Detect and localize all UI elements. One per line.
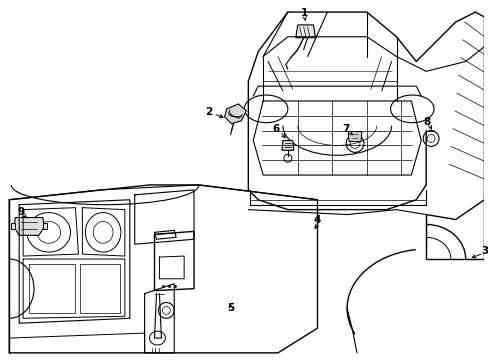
Polygon shape bbox=[11, 224, 15, 229]
Text: 7: 7 bbox=[342, 123, 349, 134]
Polygon shape bbox=[224, 104, 246, 124]
Polygon shape bbox=[14, 217, 44, 235]
Text: 2: 2 bbox=[205, 107, 212, 117]
Polygon shape bbox=[295, 25, 315, 38]
Text: 8: 8 bbox=[423, 117, 430, 127]
Text: 6: 6 bbox=[272, 123, 279, 134]
Text: 9: 9 bbox=[18, 207, 25, 217]
Polygon shape bbox=[43, 224, 47, 229]
Polygon shape bbox=[347, 132, 361, 141]
Text: 1: 1 bbox=[301, 8, 307, 18]
Polygon shape bbox=[282, 140, 293, 150]
Text: 4: 4 bbox=[313, 215, 321, 225]
Text: 3: 3 bbox=[481, 246, 488, 256]
Text: 5: 5 bbox=[226, 303, 234, 314]
